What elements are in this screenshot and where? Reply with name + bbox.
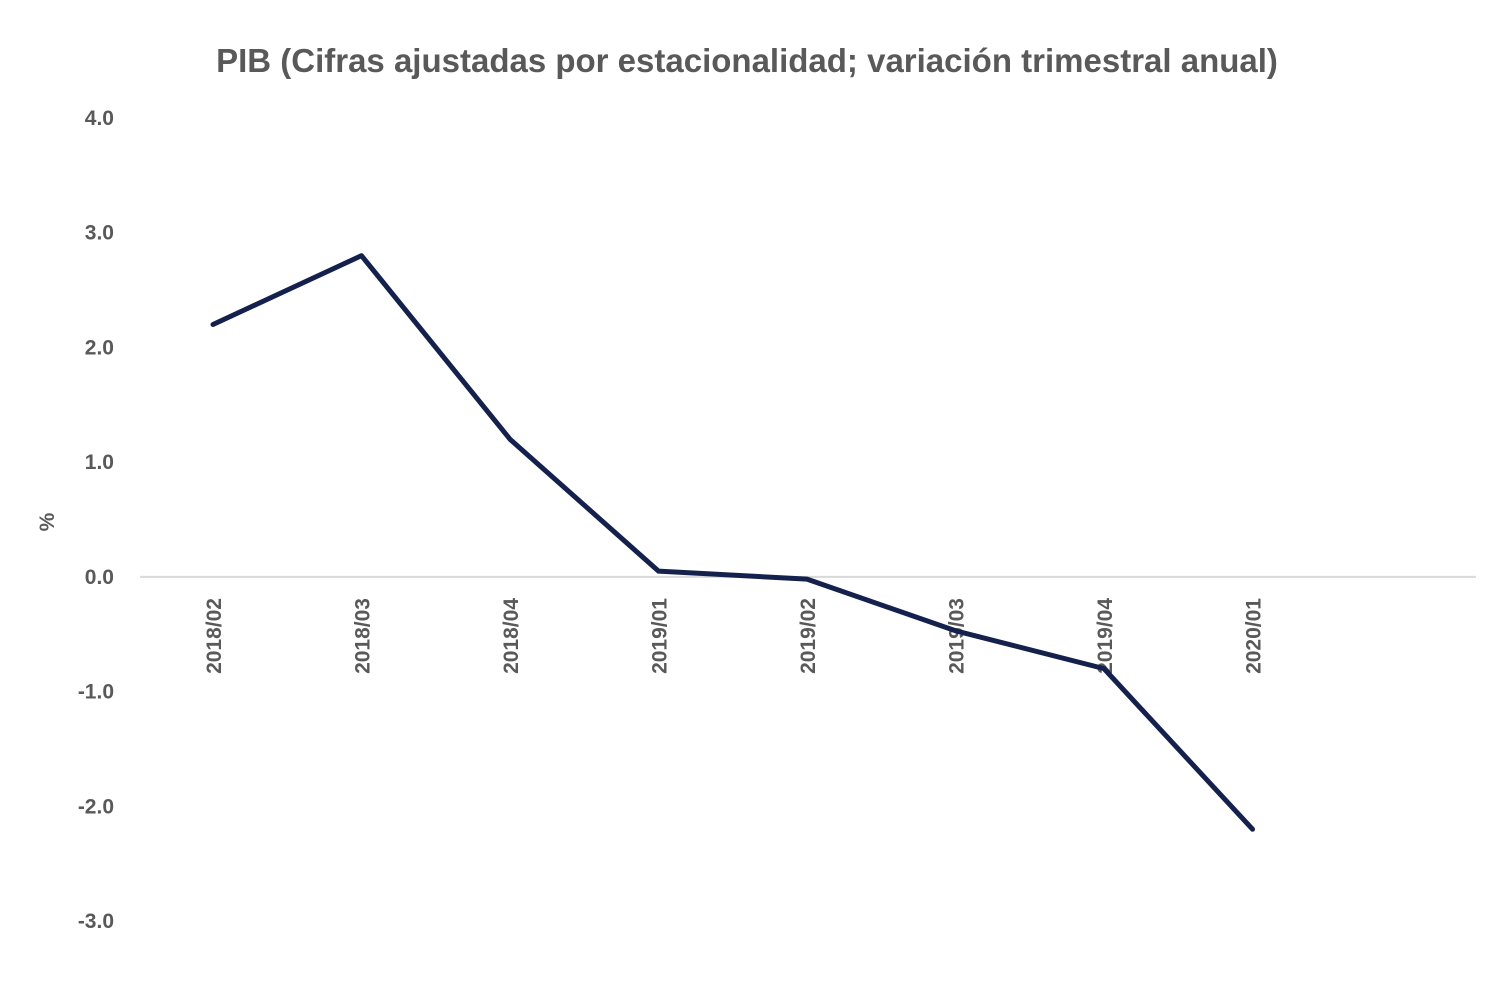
- y-tick-label: 4.0: [85, 107, 114, 130]
- y-tick-label: 0.0: [85, 566, 114, 589]
- y-tick-label: -1.0: [78, 681, 114, 704]
- x-tick-label: 2019/02: [797, 598, 820, 674]
- x-tick-label: 2019/03: [946, 598, 969, 674]
- x-tick-label: 2019/01: [649, 598, 672, 674]
- y-tick-label: 3.0: [85, 222, 114, 245]
- x-tick-label: 2018/04: [500, 598, 523, 674]
- x-axis-ticks: 2018/02 2018/03 2018/04 2019/01 2019/02 2019/…: [203, 598, 1266, 674]
- chart-title: PIB (Cifras ajustadas por estacionalidad…: [216, 42, 1278, 79]
- x-tick-label: 2018/03: [352, 598, 375, 674]
- y-axis-label: %: [36, 512, 59, 531]
- series-group: [213, 256, 1253, 830]
- y-tick-label: -3.0: [78, 910, 114, 933]
- y-axis-ticks: 4.0 3.0 2.0 1.0 0.0 -1.0 -2.0 -3.0: [78, 107, 114, 933]
- y-tick-label: 2.0: [85, 336, 114, 359]
- x-tick-label: 2019/04: [1094, 598, 1117, 674]
- y-tick-label: -2.0: [78, 795, 114, 818]
- x-tick-label: 2020/01: [1243, 598, 1266, 674]
- y-tick-label: 1.0: [85, 451, 114, 474]
- series-line: [213, 256, 1253, 830]
- x-tick-label: 2018/02: [203, 598, 226, 674]
